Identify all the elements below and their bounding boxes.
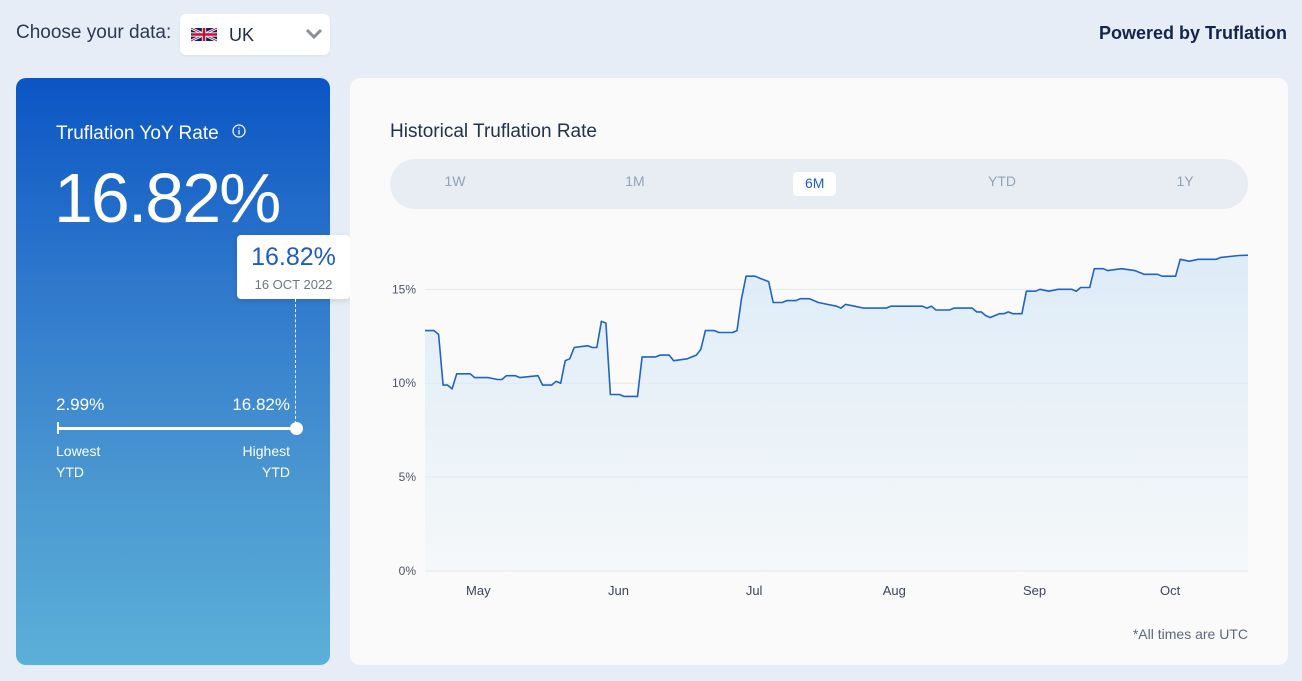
- history-title: Historical Truflation Rate: [390, 121, 597, 142]
- top-bar: Choose your data: UK Powered by Truflati…: [0, 0, 1302, 70]
- rate-tooltip: 16.82% 16 OCT 2022: [237, 235, 350, 299]
- x-tick-label: Oct: [1160, 583, 1181, 598]
- powered-by-label: Powered by Truflation: [1098, 23, 1287, 43]
- x-tick-label: Aug: [883, 583, 906, 598]
- range-start-tick: [57, 422, 59, 434]
- tab-ytd[interactable]: YTD: [988, 173, 1016, 189]
- history-card: Historical Truflation Rate 1W 1M 6M YTD …: [350, 78, 1288, 665]
- current-rate-value: 16.82%: [54, 159, 281, 237]
- info-icon[interactable]: [232, 124, 246, 138]
- series-area: [425, 255, 1248, 571]
- x-tick-label: Jul: [746, 583, 763, 598]
- x-tick-label: Sep: [1023, 583, 1046, 598]
- utc-note: *All times are UTC: [1132, 626, 1248, 642]
- y-tick-label: 10%: [392, 376, 416, 390]
- yoy-rate-title: Truflation YoY Rate: [56, 123, 219, 144]
- tooltip-date: 16 OCT 2022: [254, 277, 333, 292]
- history-chart[interactable]: 0% 5% 10% 15% May Jun Jul Aug Sep Oct: [350, 78, 1288, 665]
- ytd-range-bar: [57, 427, 292, 430]
- x-tick-label: May: [466, 583, 491, 598]
- range-tabs: 1W 1M 6M YTD 1Y: [390, 159, 1248, 209]
- tab-1m[interactable]: 1M: [625, 173, 645, 189]
- highest-ytd-value: 16.82%: [232, 395, 290, 414]
- tab-1w[interactable]: 1W: [444, 173, 466, 189]
- lowest-label-line1: Lowest: [56, 443, 101, 459]
- tooltip-connector: [295, 299, 296, 429]
- lowest-ytd-value: 2.99%: [56, 395, 105, 414]
- tab-6m[interactable]: 6M: [793, 172, 837, 196]
- highest-label-line1: Highest: [242, 443, 290, 459]
- highest-label-line2: YTD: [262, 464, 290, 480]
- tab-1y[interactable]: 1Y: [1176, 173, 1194, 189]
- selected-country: UK: [229, 25, 255, 45]
- lowest-ytd-label: Lowest YTD: [56, 441, 100, 483]
- country-select[interactable]: UK: [180, 14, 330, 55]
- lowest-label-line2: YTD: [56, 464, 84, 480]
- chevron-down-icon: [305, 28, 323, 40]
- y-tick-label: 5%: [399, 470, 417, 484]
- rate-summary-card: Truflation YoY Rate 16.82% 16.82% 16 OCT…: [16, 78, 350, 665]
- y-tick-label: 15%: [392, 282, 416, 296]
- y-tick-label: 0%: [399, 564, 417, 578]
- choose-data-label: Choose your data:: [16, 22, 172, 43]
- tooltip-value: 16.82%: [251, 243, 336, 271]
- highest-ytd-label: Highest YTD: [243, 441, 290, 483]
- series-line: [425, 254, 1249, 398]
- uk-flag-icon: [191, 27, 217, 42]
- range-current-marker: [290, 422, 303, 435]
- x-tick-label: Jun: [608, 583, 629, 598]
